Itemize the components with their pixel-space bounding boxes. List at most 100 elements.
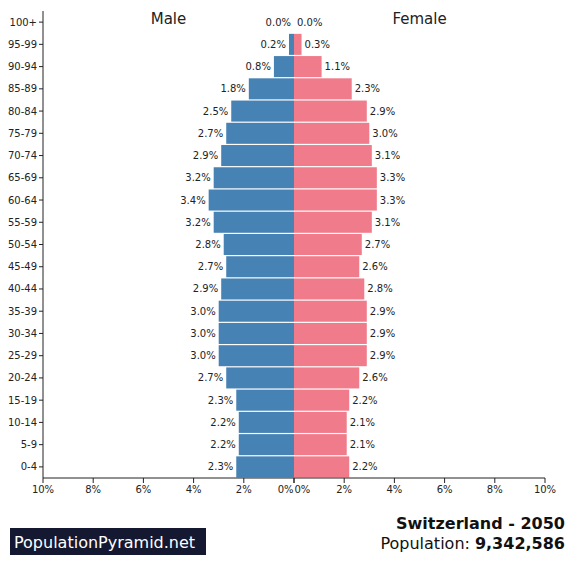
data-label: 3.1%	[375, 150, 400, 161]
x-tick-label: 0%	[278, 484, 294, 495]
population-caption: Population:	[380, 534, 469, 553]
bar	[294, 323, 367, 344]
x-tick	[444, 478, 445, 483]
bar	[294, 12, 295, 33]
data-label: 1.8%	[220, 83, 245, 94]
x-tick-label: 6%	[135, 484, 151, 495]
bar	[294, 190, 377, 211]
data-label: 3.3%	[380, 195, 405, 206]
x-tick-label: 6%	[437, 484, 453, 495]
bar	[224, 234, 294, 255]
data-label: 2.1%	[350, 417, 375, 428]
y-tick-label: 55-59	[8, 217, 37, 228]
y-tick-label: 70-74	[8, 150, 37, 161]
x-axis	[43, 478, 545, 479]
y-tick	[39, 133, 43, 134]
y-tick-label: 30-34	[8, 328, 37, 339]
x-tick	[43, 478, 44, 483]
bar	[221, 278, 294, 299]
x-tick	[243, 478, 244, 483]
data-label: 0.3%	[305, 39, 330, 50]
bar	[294, 212, 372, 233]
y-tick	[39, 466, 43, 467]
x-tick	[545, 478, 546, 483]
y-tick-label: 95-99	[8, 39, 37, 50]
brand: PopulationPyramid.net	[14, 533, 195, 552]
y-tick	[39, 355, 43, 356]
bar	[214, 212, 294, 233]
y-tick-label: 40-44	[8, 283, 37, 294]
y-tick-label: 20-24	[8, 372, 37, 383]
bar	[294, 345, 367, 366]
y-tick	[39, 311, 43, 312]
data-label: 2.3%	[208, 461, 233, 472]
y-tick-label: 80-84	[8, 106, 37, 117]
bar	[221, 145, 294, 166]
x-tick-label: 4%	[186, 484, 202, 495]
data-label: 2.7%	[198, 372, 223, 383]
y-tick-label: 45-49	[8, 261, 37, 272]
data-label: 2.2%	[352, 395, 377, 406]
data-label: 3.0%	[190, 328, 215, 339]
x-tick	[294, 478, 295, 483]
data-label: 2.9%	[370, 106, 395, 117]
x-tick-label: 8%	[487, 484, 503, 495]
population-value: 9,342,586	[475, 534, 565, 553]
bar	[294, 301, 367, 322]
data-label: 2.8%	[367, 283, 392, 294]
y-tick	[39, 333, 43, 334]
data-label: 2.7%	[365, 239, 390, 250]
data-label: 2.9%	[193, 283, 218, 294]
y-tick	[39, 444, 43, 445]
x-tick-label: 8%	[85, 484, 101, 495]
y-tick-label: 10-14	[8, 417, 37, 428]
bar	[294, 123, 369, 144]
data-label: 2.6%	[362, 372, 387, 383]
y-tick	[39, 177, 43, 178]
bar	[209, 190, 294, 211]
bar	[294, 456, 349, 477]
x-tick-label: 2%	[336, 484, 352, 495]
data-label: 2.7%	[198, 261, 223, 272]
x-tick	[294, 478, 295, 483]
data-label: 0.2%	[261, 39, 286, 50]
data-label: 2.9%	[370, 306, 395, 317]
bar	[236, 456, 294, 477]
x-tick	[143, 478, 144, 483]
bar	[294, 78, 352, 99]
data-label: 2.9%	[370, 328, 395, 339]
bar	[294, 390, 349, 411]
bar	[226, 367, 294, 388]
y-tick-label: 60-64	[8, 195, 37, 206]
data-label: 3.2%	[185, 172, 210, 183]
data-label: 3.0%	[372, 128, 397, 139]
bar	[294, 278, 364, 299]
y-tick-label: 75-79	[8, 128, 37, 139]
bar	[294, 145, 372, 166]
data-label: 3.1%	[375, 217, 400, 228]
data-label: 2.6%	[362, 261, 387, 272]
bar	[274, 56, 294, 77]
y-tick	[39, 111, 43, 112]
y-tick-label: 25-29	[8, 350, 37, 361]
bar	[219, 301, 294, 322]
y-tick	[39, 222, 43, 223]
data-label: 2.1%	[350, 439, 375, 450]
y-tick-label: 35-39	[8, 306, 37, 317]
bar	[294, 412, 347, 433]
data-label: 3.0%	[190, 350, 215, 361]
y-tick	[39, 22, 43, 23]
bars	[209, 34, 294, 478]
x-tick	[193, 478, 194, 483]
x-tick	[344, 478, 345, 483]
bar	[294, 167, 377, 188]
y-tick	[39, 400, 43, 401]
x-tick	[494, 478, 495, 483]
bar	[219, 345, 294, 366]
data-label: 2.2%	[352, 461, 377, 472]
data-label: 0.8%	[246, 61, 271, 72]
data-label: 1.1%	[325, 61, 350, 72]
y-tick-label: 85-89	[8, 83, 37, 94]
data-label: 2.8%	[195, 239, 220, 250]
bar	[231, 101, 294, 122]
